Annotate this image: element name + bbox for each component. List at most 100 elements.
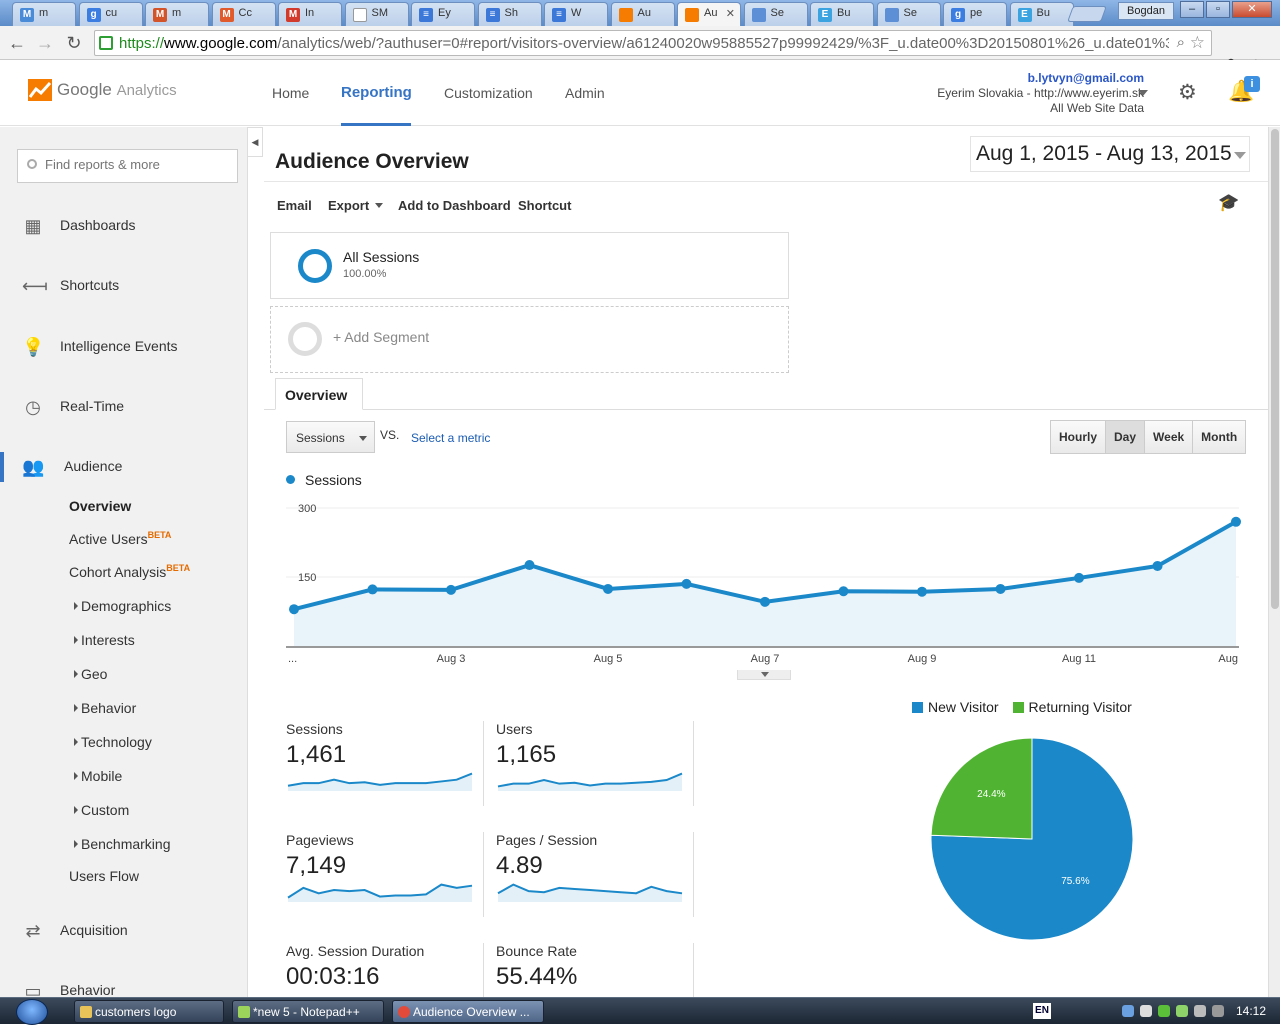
sidebar-item-behavior[interactable]: ▭ Behavior (0, 976, 247, 997)
select-metric-link[interactable]: Select a metric (411, 431, 491, 445)
sidebar-subitem-users-flow[interactable]: Users Flow (69, 868, 139, 884)
account-dropdown-icon[interactable] (1138, 90, 1148, 96)
notification-badge[interactable]: i (1244, 76, 1260, 92)
segment-all-sessions[interactable]: All Sessions 100.00% (270, 232, 789, 299)
nav-tab-home[interactable]: Home (272, 85, 310, 101)
sidebar-subitem-geo[interactable]: Geo (73, 666, 107, 682)
pie-slice-returning-visitor[interactable] (930, 737, 1033, 840)
google-analytics-logo[interactable] (28, 79, 52, 101)
maximize-icon[interactable]: ▫ (1206, 1, 1230, 18)
minimize-icon[interactable]: – (1180, 1, 1204, 18)
collapse-sidebar-icon[interactable]: ◀ (248, 127, 263, 157)
shortcut-button[interactable]: Shortcut (518, 198, 572, 213)
sidebar-subitem-mobile[interactable]: Mobile (73, 768, 122, 784)
nav-tab-customization[interactable]: Customization (444, 85, 533, 101)
nav-tab-reporting[interactable]: Reporting (341, 84, 412, 101)
browser-tab[interactable]: g cu (78, 2, 143, 26)
stat-pages-session[interactable]: Pages / Session 4.89 (496, 832, 686, 918)
forward-icon[interactable]: → (36, 33, 54, 53)
search-input[interactable] (45, 157, 225, 172)
chart-expand-handle[interactable] (737, 670, 791, 680)
sidebar-subitem-demographics[interactable]: Demographics (73, 598, 171, 614)
chart-legend[interactable]: Sessions (286, 472, 362, 488)
sessions-point[interactable] (1152, 560, 1163, 571)
date-range-picker[interactable]: Aug 1, 2015 - Aug 13, 2015 (970, 136, 1250, 172)
browser-tab[interactable]: ≡ Ey (411, 2, 475, 26)
metric-select[interactable]: Sessions (286, 421, 375, 453)
nav-tab-admin[interactable]: Admin (565, 85, 605, 101)
security-icon[interactable] (1158, 1005, 1170, 1017)
sidebar-subitem-technology[interactable]: Technology (74, 734, 152, 750)
add-segment-button[interactable]: + Add Segment (270, 306, 789, 373)
url-text[interactable]: https://www.google.com/analytics/web/?au… (119, 35, 1169, 52)
stat-pageviews[interactable]: Pageviews 7,149 (286, 832, 476, 918)
visitor-type-pie-chart[interactable]: 75.6% 24.4% (926, 733, 1142, 949)
granularity-week[interactable]: Week (1145, 421, 1194, 453)
stat-bounce-rate[interactable]: Bounce Rate 55.44% (496, 943, 686, 997)
sidebar-subitem-behavior[interactable]: Behavior (73, 700, 136, 716)
browser-tab[interactable]: E Bu (810, 2, 874, 26)
browser-tab[interactable]: Au (610, 2, 675, 26)
browser-tab[interactable]: M Cc (211, 2, 276, 26)
sessions-point[interactable] (446, 584, 456, 595)
bookmark-star-icon[interactable]: ☆ (1189, 33, 1205, 52)
volume-icon[interactable] (1194, 1005, 1206, 1017)
network-icon[interactable] (1122, 1005, 1134, 1017)
sidebar-item-intelligence-events[interactable]: 💡 Intelligence Events (0, 332, 247, 362)
browser-tab[interactable]: Se (876, 2, 941, 26)
language-indicator[interactable]: EN (1033, 1003, 1051, 1019)
graduation-cap-icon[interactable]: 🎓 (1218, 193, 1240, 212)
browser-tab[interactable]: Se (743, 2, 808, 26)
browser-tab[interactable]: SM (344, 2, 409, 26)
sidebar-item-dashboards[interactable]: ▦ Dashboards (0, 211, 247, 241)
browser-tab[interactable]: ≡ Sh (477, 2, 542, 26)
pie-legend-item[interactable]: Returning Visitor (1012, 699, 1132, 715)
granularity-month[interactable]: Month (1201, 430, 1238, 444)
sidebar-item-shortcuts[interactable]: ⟻ Shortcuts (0, 271, 247, 301)
profile-button[interactable]: Bogdan (1118, 2, 1174, 20)
window-close-icon[interactable]: ✕ (1232, 1, 1272, 18)
taskbar-item-chrome[interactable]: Audience Overview ... (392, 1000, 544, 1023)
stat-users[interactable]: Users 1,165 (496, 721, 686, 807)
sidebar-item-real-time[interactable]: ◷ Real-Time (0, 392, 247, 422)
browser-tab[interactable]: E Bu (1009, 2, 1074, 26)
sessions-point[interactable] (838, 586, 849, 597)
power-icon[interactable] (1212, 1005, 1224, 1017)
sessions-point[interactable] (760, 596, 770, 607)
scrollbar-thumb[interactable] (1271, 129, 1279, 609)
start-button[interactable] (16, 999, 48, 1025)
sidebar-subitem-interests[interactable]: Interests (74, 632, 135, 648)
granularity-day[interactable]: Day (1106, 421, 1146, 453)
sessions-point[interactable] (1231, 516, 1241, 527)
sessions-point[interactable] (367, 584, 378, 595)
sidebar-subitem-active-users[interactable]: Active UsersBETA (69, 530, 171, 547)
tray-icon[interactable] (1140, 1005, 1152, 1017)
email-button[interactable]: Email (277, 198, 312, 213)
sessions-point[interactable] (681, 578, 692, 589)
tab-overview[interactable]: Overview (275, 378, 363, 410)
address-bar[interactable]: https://www.google.com/analytics/web/?au… (94, 30, 1212, 56)
taskbar-item-folder[interactable]: customers logo (74, 1000, 224, 1023)
pie-legend-item[interactable]: New Visitor (912, 699, 999, 715)
gear-icon[interactable]: ⚙ (1178, 81, 1197, 104)
sidebar-item-audience[interactable]: 👥 Audience (0, 452, 247, 482)
stat-sessions[interactable]: Sessions 1,461 (286, 721, 476, 807)
stat-avg-session-duration[interactable]: Avg. Session Duration 00:03:16 (286, 943, 476, 997)
sessions-point[interactable] (1074, 572, 1084, 583)
browser-tab[interactable]: g pe (943, 2, 1007, 26)
sidebar-subitem-cohort-analysis[interactable]: Cohort AnalysisBETA (69, 563, 190, 580)
sessions-point[interactable] (917, 586, 927, 597)
sidebar-item-acquisition[interactable]: ⇄ Acquisition (0, 916, 247, 946)
browser-tab[interactable]: M In (278, 2, 342, 26)
browser-tab[interactable]: ≡ W (544, 2, 608, 26)
taskbar-item-notepad[interactable]: *new 5 - Notepad++ (232, 1000, 384, 1023)
back-icon[interactable]: ← (8, 33, 26, 53)
tab-close-icon[interactable]: ✕ (725, 8, 735, 20)
page-scrollbar[interactable] (1268, 127, 1280, 997)
sessions-point[interactable] (289, 604, 299, 615)
granularity-hourly[interactable]: Hourly (1051, 421, 1107, 453)
report-search[interactable] (17, 149, 238, 183)
add-to-dashboard-button[interactable]: Add to Dashboard (398, 198, 511, 213)
